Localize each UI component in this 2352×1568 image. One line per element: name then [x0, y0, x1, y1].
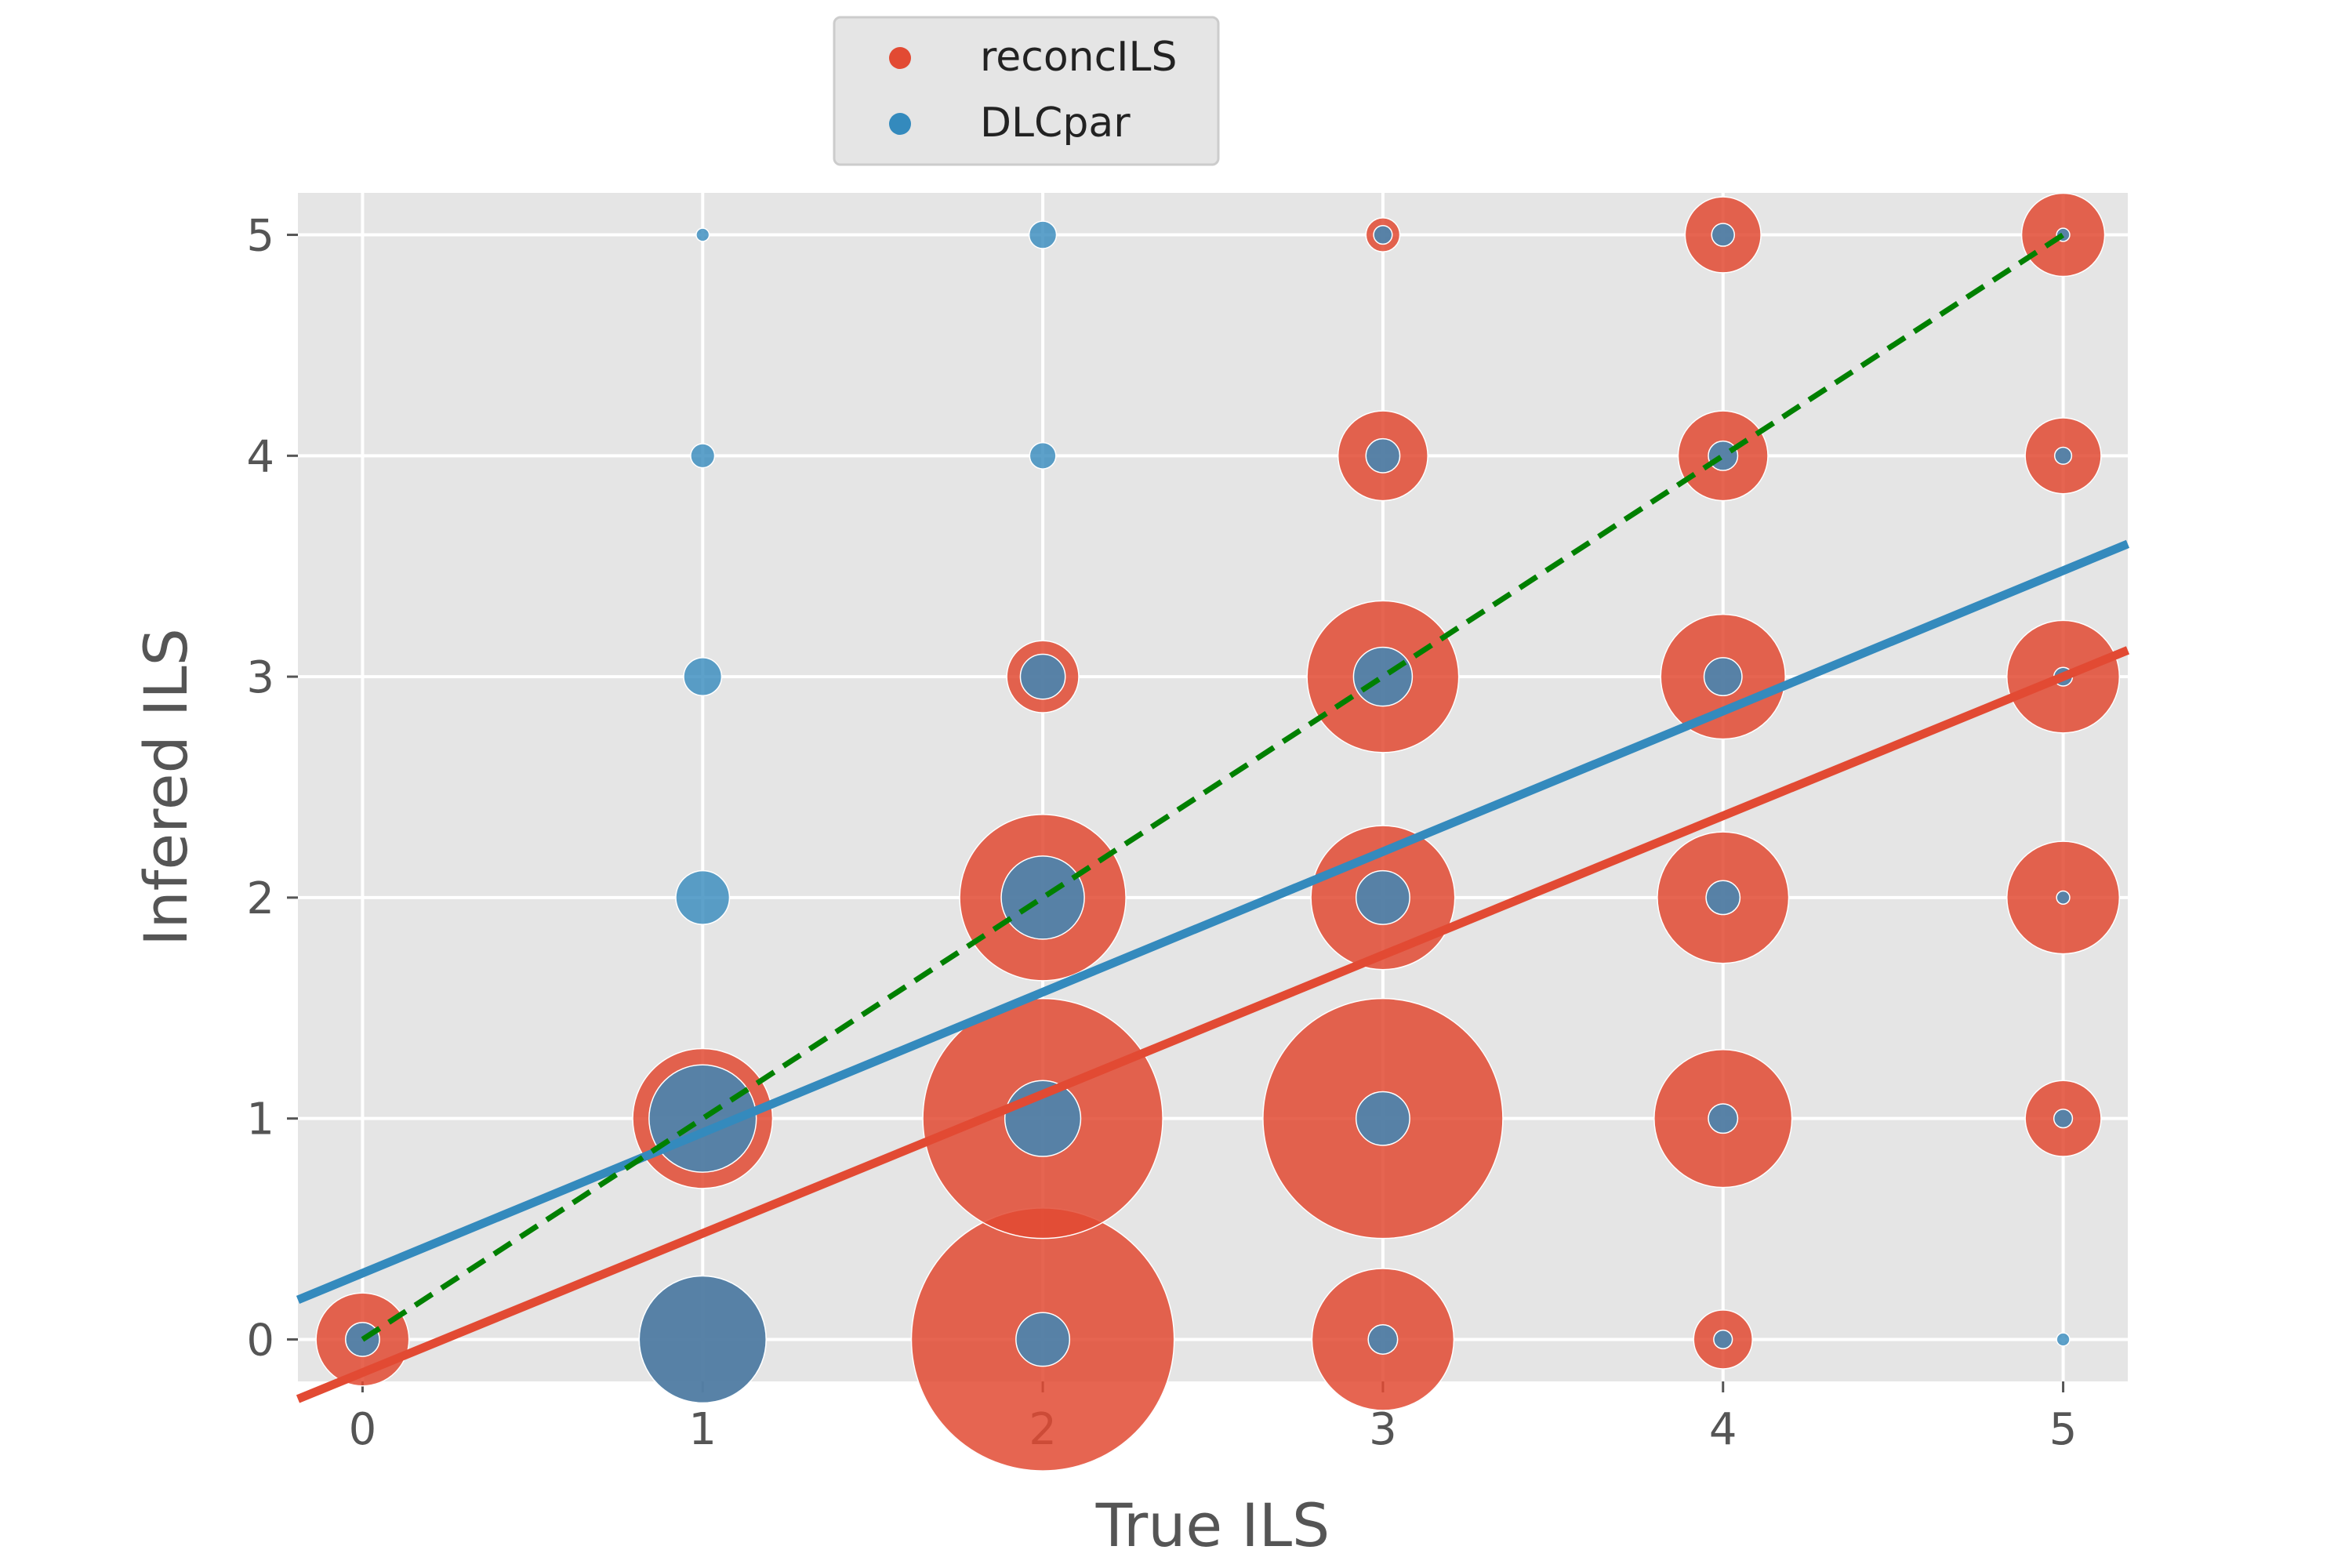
point-dlcpar-6 [695, 227, 710, 242]
point-dlcpar-16 [1352, 646, 1414, 707]
legend-marker-dlcpar [889, 113, 911, 135]
point-dlcpar-12 [1028, 220, 1058, 249]
point-dlcpar-1 [638, 1275, 767, 1404]
point-dlcpar-5 [690, 443, 716, 469]
x-axis-label: True ILS [1095, 1490, 1330, 1560]
y-tick-label-3: 3 [246, 652, 274, 703]
legend-marker-reconcils [889, 47, 911, 69]
fit-line-identity [361, 232, 2065, 1342]
point-dlcpar-13 [1367, 1323, 1399, 1355]
legend: reconcILS DLCpar [833, 16, 1220, 166]
grid-lines [298, 193, 2128, 1381]
point-dlcpar-3 [675, 869, 731, 925]
point-dlcpar-29 [2054, 446, 2073, 465]
point-dlcpar-7 [1015, 1312, 1071, 1367]
point-dlcpar-14 [1355, 1091, 1410, 1146]
point-dlcpar-19 [1713, 1329, 1733, 1350]
fit-lines [296, 232, 2130, 1403]
point-dlcpar-25 [2056, 1332, 2071, 1347]
markers [315, 192, 2121, 1472]
fit-line-dlcpar [296, 539, 2130, 1305]
legend-box [833, 16, 1220, 166]
point-dlcpar-27 [2056, 890, 2071, 906]
y-tick-label-1: 1 [246, 1094, 274, 1145]
fit-line-reconcils [296, 646, 2130, 1403]
point-dlcpar-20 [1708, 1103, 1739, 1134]
point-dlcpar-11 [1029, 441, 1057, 470]
y-tick-label-2: 2 [246, 873, 274, 924]
point-dlcpar-21 [1705, 880, 1741, 916]
point-dlcpar-15 [1355, 869, 1410, 925]
x-tick-label-1: 1 [688, 1404, 717, 1455]
x-tick-label-4: 4 [1709, 1404, 1737, 1455]
y-ticks: 0 1 2 3 4 5 [246, 211, 298, 1366]
y-tick-label-4: 4 [246, 431, 274, 482]
point-dlcpar-22 [1703, 657, 1743, 697]
legend-label-dlcpar: DLCpar [980, 100, 1131, 147]
point-dlcpar-18 [1373, 224, 1393, 245]
point-dlcpar-10 [1019, 653, 1066, 700]
point-dlcpar-17 [1365, 437, 1401, 474]
point-dlcpar-9 [1000, 855, 1085, 940]
point-dlcpar-23 [1708, 440, 1739, 471]
y-tick-label-5: 5 [246, 211, 274, 262]
y-axis-label: Infered ILS [131, 628, 201, 946]
point-dlcpar-26 [2053, 1109, 2074, 1129]
x-tick-label-5: 5 [2049, 1404, 2078, 1455]
point-dlcpar-4 [683, 657, 723, 697]
legend-label-reconcils: reconcILS [980, 34, 1178, 81]
x-tick-label-0: 0 [349, 1404, 377, 1455]
series-dlcpar [345, 220, 2074, 1404]
x-tick-label-3: 3 [1369, 1404, 1397, 1455]
y-tick-label-0: 0 [246, 1315, 274, 1366]
point-dlcpar-0 [345, 1322, 380, 1357]
point-dlcpar-24 [1711, 223, 1736, 247]
